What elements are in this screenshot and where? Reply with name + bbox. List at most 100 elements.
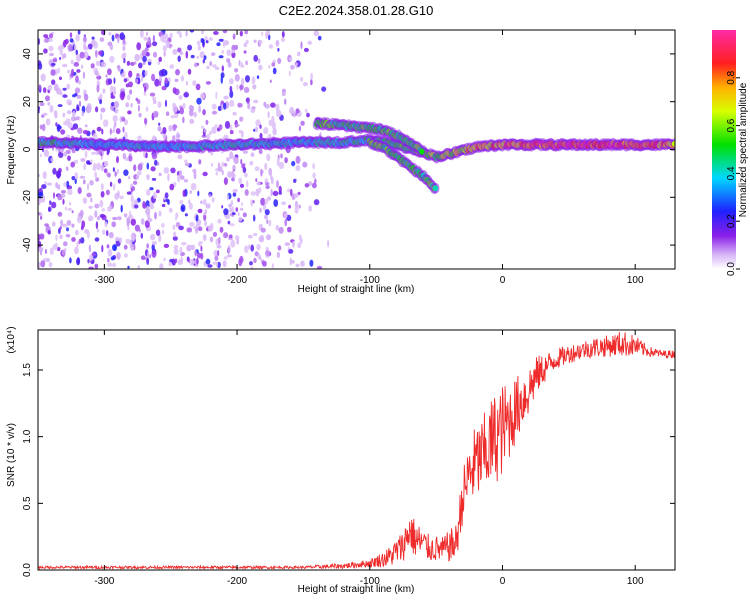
spectrogram-noise-point — [115, 128, 121, 135]
spectrogram-y-tick-label: -20 — [22, 190, 33, 205]
spectrogram-noise-point — [291, 160, 296, 167]
spectrogram-noise-point — [100, 191, 105, 198]
spectrogram-noise-point — [300, 76, 304, 82]
spectrogram-noise-point — [196, 40, 201, 46]
spectrogram-noise-point — [298, 204, 302, 209]
spectrogram-noise-point — [112, 167, 115, 172]
spectrogram-noise-point — [70, 68, 75, 77]
spectrogram-noise-point — [130, 61, 135, 66]
spectrogram-noise-point — [196, 97, 202, 105]
spectrogram-noise-point — [93, 41, 99, 49]
spectrogram-noise-point — [163, 51, 166, 57]
spectrogram-noise-point — [307, 40, 313, 45]
spectrogram-noise-point — [175, 69, 180, 76]
spectrogram-noise-point — [153, 191, 157, 200]
spectrogram-noise-point — [277, 47, 280, 52]
spectrogram-noise-point — [116, 168, 119, 175]
spectrogram-noise-point — [106, 150, 109, 156]
spectrogram-noise-point — [188, 202, 193, 210]
spectrogram-noise-point — [152, 34, 155, 43]
spectrogram-noise-point — [113, 124, 116, 133]
spectrogram-noise-point — [223, 162, 228, 167]
spectrogram-noise-point — [96, 84, 100, 93]
spectrogram-noise-point — [57, 125, 62, 130]
spectrogram-noise-point — [216, 244, 222, 249]
spectrogram-noise-point — [177, 154, 183, 160]
spectrogram-noise-point — [143, 36, 148, 41]
spectrogram-noise-point — [162, 45, 167, 52]
spectrogram-noise-point — [267, 111, 270, 119]
spectrogram-noise-point — [258, 236, 264, 243]
spectrogram-noise-point — [167, 173, 170, 182]
spectrogram-noise-point — [79, 209, 84, 217]
spectrogram-noise-point — [268, 219, 272, 227]
spectrogram-noise-point — [276, 180, 279, 188]
spectrogram-noise-point — [169, 32, 173, 38]
spectrogram-noise-point — [179, 51, 184, 56]
spectrogram-noise-point — [204, 220, 208, 227]
spectrogram-noise-point — [128, 81, 133, 88]
spectrogram-noise-point — [300, 260, 305, 267]
spectrogram-noise-point — [154, 211, 157, 220]
colorbar-label: Normalized spectral amplitude — [738, 82, 749, 217]
spectrogram-noise-point — [41, 123, 46, 132]
spectrogram-noise-point — [94, 203, 100, 209]
spectrogram-noise-point — [168, 207, 173, 213]
spectrogram-noise-point — [312, 172, 316, 179]
spectrogram-noise-point — [247, 244, 251, 250]
spectrogram-noise-point — [288, 70, 291, 77]
spectrogram-noise-point — [111, 34, 115, 42]
spectrogram-noise-point — [298, 125, 301, 132]
spectrogram-noise-point — [121, 53, 125, 60]
spectrogram-noise-point — [150, 166, 156, 172]
spectrogram-noise-point — [223, 232, 229, 239]
spectrogram-noise-point — [314, 178, 317, 184]
spectrogram-noise-point — [276, 109, 282, 118]
spectrogram-noise-point — [50, 157, 54, 162]
spectrogram-noise-point — [104, 221, 108, 228]
spectrogram-noise-point — [246, 97, 250, 104]
spectrogram-noise-point — [110, 256, 116, 261]
spectrogram-noise-point — [240, 77, 245, 86]
spectrogram-noise-point — [284, 157, 288, 164]
spectrogram-noise-point — [45, 118, 51, 126]
spectrogram-noise-point — [203, 55, 207, 60]
spectrogram-noise-point — [264, 198, 269, 205]
spectrogram-noise-point — [49, 247, 54, 255]
spectrogram-noise-point — [205, 203, 211, 209]
spectrogram-noise-point — [134, 54, 140, 62]
spectrogram-noise-point — [106, 244, 110, 249]
spectrogram-noise-point — [258, 149, 263, 155]
spectrogram-noise-point — [107, 68, 112, 76]
spectrogram-noise-point — [151, 249, 157, 258]
spectrogram-noise-point — [183, 179, 189, 183]
spectrogram-noise-point — [229, 207, 233, 213]
spectrogram-noise-point — [146, 243, 150, 249]
spectrogram-noise-point — [231, 212, 236, 216]
spectrogram-noise-point — [145, 31, 149, 37]
spectrogram-noise-point — [102, 88, 106, 94]
spectrogram-noise-point — [164, 99, 168, 107]
spectrogram-noise-point — [237, 197, 241, 203]
spectrogram-noise-point — [88, 254, 94, 261]
spectrogram-noise-point — [270, 174, 273, 181]
spectrogram-noise-point — [119, 32, 125, 40]
spectrogram-noise-point — [198, 159, 202, 165]
spectrogram-noise-point — [158, 69, 164, 77]
spectrogram-noise-point — [91, 151, 96, 155]
spectrogram-noise-point — [232, 165, 236, 170]
spectrogram-noise-point — [66, 110, 72, 115]
snr-background — [38, 330, 675, 570]
spectrogram-noise-point — [175, 212, 179, 219]
spectrogram-noise-point — [80, 64, 84, 69]
spectrogram-noise-point — [175, 221, 181, 228]
spectrogram-noise-point — [52, 243, 58, 251]
spectrogram-noise-point — [271, 263, 274, 269]
spectrogram-noise-point — [112, 183, 116, 191]
spectrogram-noise-point — [250, 244, 254, 252]
spectrogram-noise-point — [117, 178, 122, 184]
spectrogram-noise-point — [49, 52, 54, 57]
spectrogram-noise-point — [172, 87, 177, 94]
colorbar-tick-label: 0.8 — [726, 70, 737, 84]
spectrogram-noise-point — [43, 38, 49, 43]
